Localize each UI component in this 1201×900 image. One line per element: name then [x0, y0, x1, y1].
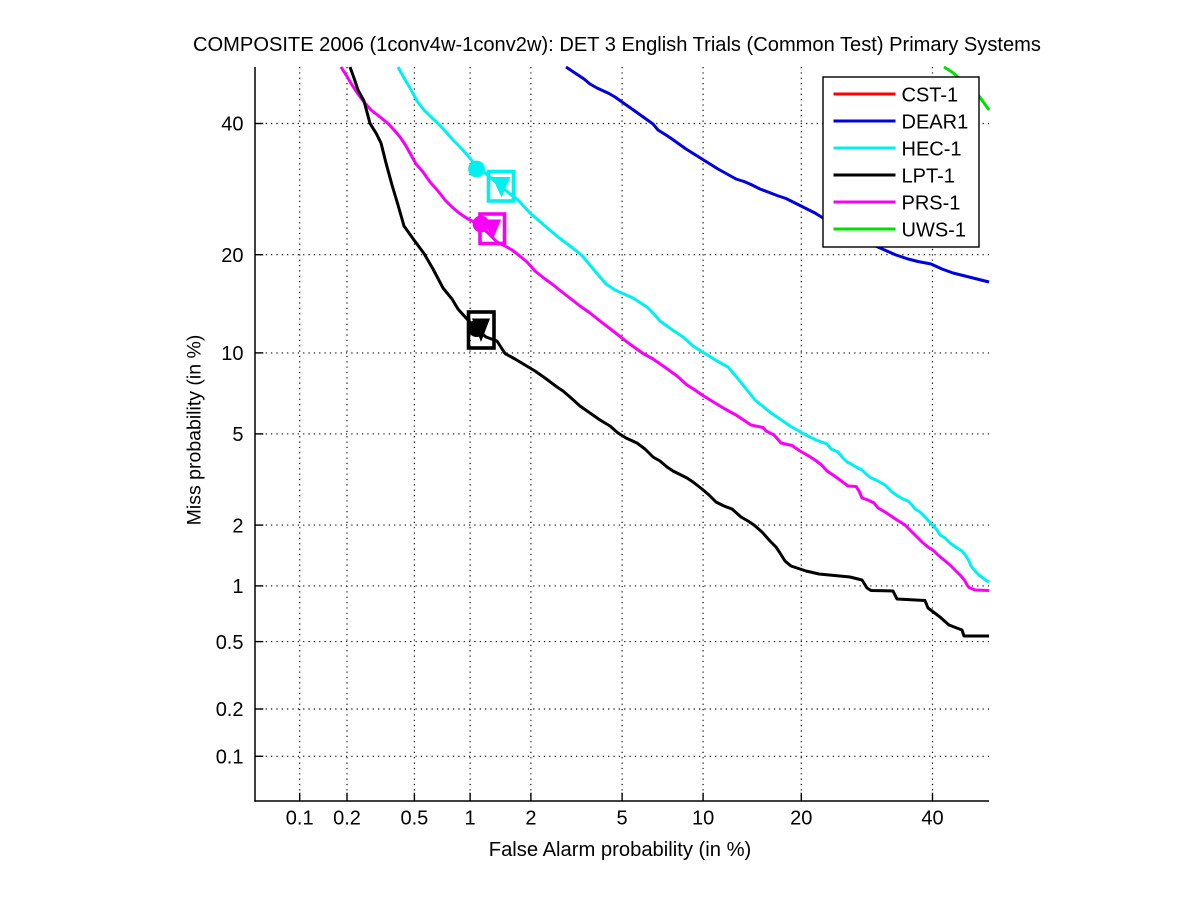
- svg-text:2: 2: [525, 808, 536, 830]
- svg-text:CST-1: CST-1: [902, 84, 959, 106]
- svg-text:1: 1: [465, 808, 476, 830]
- svg-text:40: 40: [921, 808, 943, 830]
- svg-text:Miss probability (in %): Miss probability (in %): [184, 335, 206, 526]
- svg-text:HEC-1: HEC-1: [902, 138, 962, 160]
- svg-text:DEAR1: DEAR1: [902, 111, 969, 133]
- svg-text:0.2: 0.2: [333, 808, 361, 830]
- svg-text:0.1: 0.1: [216, 747, 244, 769]
- svg-text:LPT-1: LPT-1: [902, 165, 955, 187]
- svg-text:UWS-1: UWS-1: [902, 219, 966, 241]
- svg-text:False Alarm probability (in %): False Alarm probability (in %): [489, 839, 752, 861]
- svg-text:5: 5: [617, 808, 628, 830]
- svg-text:0.1: 0.1: [286, 808, 314, 830]
- svg-text:1: 1: [232, 576, 243, 598]
- svg-text:20: 20: [790, 808, 812, 830]
- svg-text:40: 40: [221, 114, 243, 136]
- svg-text:10: 10: [221, 343, 243, 365]
- svg-text:PRS-1: PRS-1: [902, 192, 961, 214]
- svg-text:0.5: 0.5: [400, 808, 428, 830]
- svg-text:COMPOSITE 2006 (1conv4w-1conv2: COMPOSITE 2006 (1conv4w-1conv2w): DET 3 …: [193, 34, 1041, 56]
- svg-text:0.2: 0.2: [216, 699, 244, 721]
- svg-text:10: 10: [692, 808, 714, 830]
- svg-text:0.5: 0.5: [216, 632, 244, 654]
- svg-text:2: 2: [232, 515, 243, 537]
- svg-text:20: 20: [221, 245, 243, 267]
- svg-text:5: 5: [232, 424, 243, 446]
